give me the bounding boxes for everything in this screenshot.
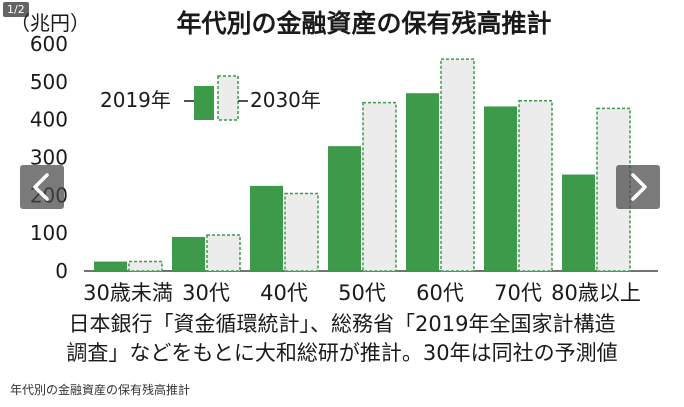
y-tick-label: 100 bbox=[30, 221, 68, 245]
y-tick-label: 600 bbox=[30, 32, 68, 56]
x-tick-label: 70代 bbox=[494, 281, 542, 305]
x-tick-label: 30歳未満 bbox=[83, 281, 173, 305]
legend-swatch-2019 bbox=[194, 86, 214, 120]
bar-2019 bbox=[94, 261, 127, 271]
x-tick-label: 60代 bbox=[416, 281, 464, 305]
y-tick-label: 0 bbox=[55, 259, 68, 283]
legend-swatch-2030 bbox=[217, 75, 239, 121]
legend-label-2019: 2019年 bbox=[100, 88, 171, 112]
source-note: 日本銀行「資金循環統計」、総務省「2019年全国家計構造 調査」などをもとに大和… bbox=[0, 310, 684, 368]
y-tick-label: 400 bbox=[30, 108, 68, 132]
chevron-right-icon bbox=[631, 173, 647, 201]
previous-image-button[interactable] bbox=[20, 165, 64, 209]
image-viewer: 年代別の金融資産の保有残高推計（兆円）010020030040050060030… bbox=[0, 2, 684, 368]
image-caption: 年代別の金融資産の保有残高推計 bbox=[10, 383, 191, 397]
bar-2030 bbox=[206, 234, 241, 272]
source-line: 日本銀行「資金循環統計」、総務省「2019年全国家計構造 bbox=[68, 312, 616, 336]
bar-2019 bbox=[250, 185, 283, 271]
bar-2019 bbox=[406, 93, 439, 271]
bar-2030 bbox=[440, 58, 475, 272]
next-image-button[interactable] bbox=[616, 165, 660, 209]
bar-2019 bbox=[484, 106, 517, 271]
bar-2019 bbox=[172, 236, 205, 271]
y-tick-label: 500 bbox=[30, 70, 68, 94]
chevron-left-icon bbox=[33, 173, 49, 201]
bar-2030 bbox=[518, 100, 553, 272]
legend-label-2030: 2030年 bbox=[250, 88, 321, 112]
bar-2030 bbox=[362, 101, 397, 272]
bar-2030 bbox=[128, 260, 163, 272]
bar-2019 bbox=[328, 146, 361, 271]
x-tick-label: 30代 bbox=[182, 281, 230, 305]
source-line: 調査」などをもとに大和総研が推計。30年は同社の予測値 bbox=[66, 341, 618, 365]
bar-2019 bbox=[562, 174, 595, 271]
page-counter: 1/2 bbox=[3, 2, 29, 17]
x-tick-label: 80歳以上 bbox=[551, 281, 641, 305]
bar-2030 bbox=[284, 192, 319, 272]
x-tick-label: 50代 bbox=[338, 281, 386, 305]
chart-title: 年代別の金融資産の保有残高推計 bbox=[176, 9, 551, 38]
x-tick-label: 40代 bbox=[260, 281, 308, 305]
